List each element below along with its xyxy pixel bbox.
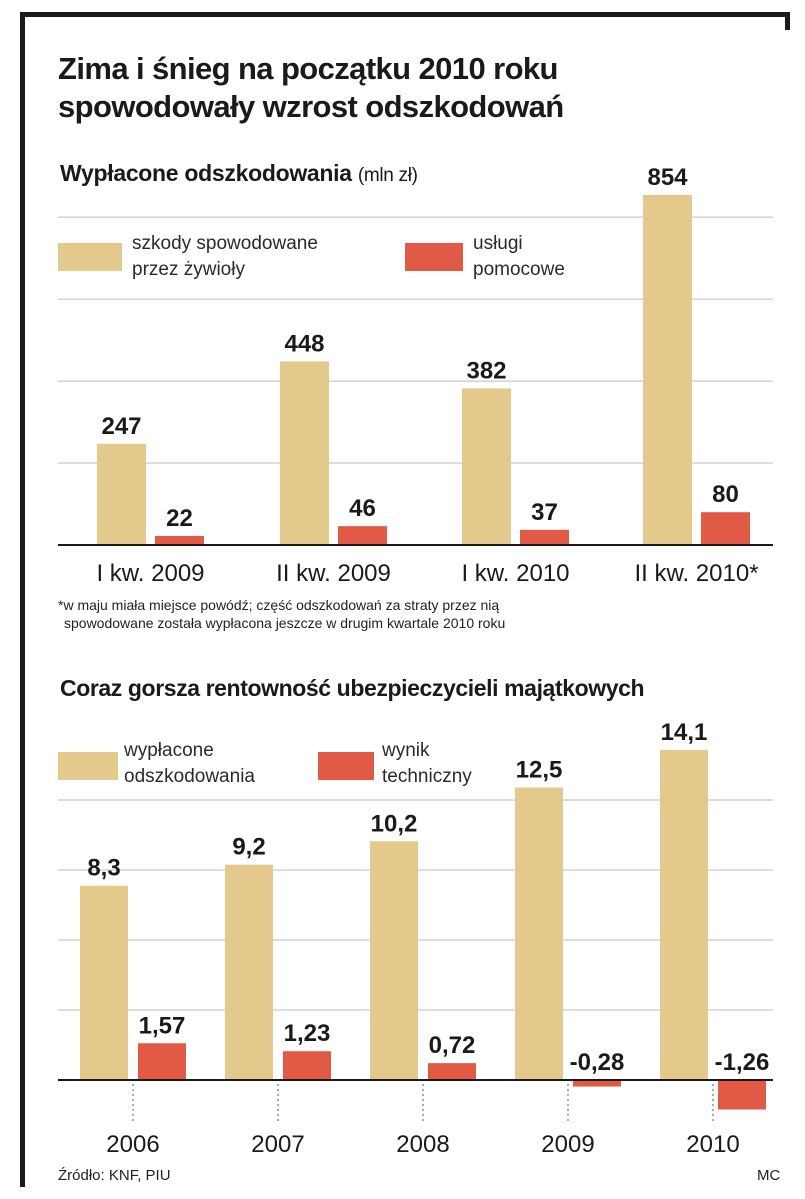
chart-claims-paid: 247 22 I kw. 2009 448 46 II kw. 2009 382 37 I kw…	[58, 164, 773, 587]
chart2-legend-swatch-technical	[318, 752, 374, 780]
chart1-bar-assistance	[701, 512, 750, 545]
chart1-bar-assistance	[155, 535, 204, 545]
chart1-bar-disasters	[280, 361, 329, 545]
chart2-legend-claims: wypłacone odszkodowania	[124, 738, 255, 790]
chart2-bar-claims	[660, 750, 708, 1080]
chart2-value-label-claims: 12,5	[516, 756, 563, 783]
page-title: Zima i śnieg na początku 2010 roku spowo…	[58, 51, 564, 124]
chart2-category-label: 2006	[106, 1131, 159, 1158]
chart2-legend-claims-line2: odszkodowania	[124, 766, 255, 787]
chart1-bar-disasters	[462, 388, 511, 545]
chart2-value-label-claims: 8,3	[87, 855, 120, 882]
chart1-category-label: II kw. 2010*	[634, 560, 758, 587]
chart2-legend-technical-line1: wynik	[382, 740, 430, 761]
chart1-category-label: I kw. 2009	[96, 560, 204, 587]
chart2-bar-claims	[225, 864, 273, 1080]
chart2-category-label: 2007	[251, 1131, 304, 1158]
chart2-bar-technical	[283, 1051, 331, 1080]
chart1-legend-swatch-disasters	[58, 243, 122, 271]
chart1-value-label-disasters: 854	[647, 164, 688, 191]
chart1-value-label-assistance: 46	[349, 495, 376, 522]
chart2-value-label-technical: -1,26	[715, 1049, 770, 1076]
chart2-bar-technical	[138, 1043, 186, 1080]
chart1-value-label-assistance: 37	[531, 499, 558, 526]
chart2-value-label-claims: 10,2	[371, 810, 418, 837]
chart1-footnote-line1: *w maju miała miejsce powódź; część odsz…	[58, 597, 500, 613]
chart2-bar-claims	[80, 885, 128, 1080]
chart1-subtitle-text: Wypłacone odszkodowania	[60, 160, 352, 186]
frame-corner-tick	[785, 12, 790, 30]
chart1-value-label-disasters: 448	[284, 330, 324, 357]
chart2-value-label-technical: 1,23	[284, 1020, 331, 1047]
chart2-value-label-claims: 9,2	[232, 834, 265, 861]
chart2-value-label-claims: 14,1	[661, 719, 708, 746]
source-credit: Źródło: KNF, PIU	[58, 1167, 171, 1184]
chart1-legend-swatch-assistance	[405, 243, 463, 271]
chart2-bar-technical	[573, 1080, 621, 1087]
chart2-bar-technical	[718, 1080, 766, 1110]
chart1-subtitle: Wypłacone odszkodowania (mln zł)	[60, 160, 418, 187]
chart2-legend-swatch-claims	[58, 752, 118, 780]
chart1-legend-disasters-line1: szkody spowodowane	[132, 233, 318, 254]
author-initials: MC	[757, 1167, 781, 1184]
frame-left-rule	[20, 12, 25, 1187]
chart2-bar-claims	[370, 841, 418, 1080]
chart1-footnote: *w maju miała miejsce powódź; część odsz…	[58, 596, 778, 632]
chart1-value-label-disasters: 247	[101, 413, 141, 440]
chart2-category-label: 2008	[396, 1131, 449, 1158]
chart1-legend-disasters-line2: przez żywioły	[132, 259, 245, 280]
chart2-value-label-technical: -0,28	[570, 1049, 625, 1076]
chart2-value-label-technical: 0,72	[429, 1032, 476, 1059]
chart1-legend-disasters: szkody spowodowane przez żywioły	[132, 231, 318, 283]
chart1-bar-assistance	[520, 529, 569, 545]
chart2-bar-technical	[428, 1063, 476, 1080]
chart2-legend-claims-line1: wypłacone	[124, 740, 214, 761]
chart2-value-label-technical: 1,57	[139, 1012, 186, 1039]
chart1-legend-assistance-line2: pomocowe	[473, 259, 565, 280]
chart1-value-label-assistance: 80	[712, 481, 739, 508]
chart2-legend-technical-line2: techniczny	[382, 766, 472, 787]
chart1-value-label-disasters: 382	[466, 357, 506, 384]
chart2-subtitle: Coraz gorsza rentowność ubezpieczycieli …	[60, 675, 645, 701]
chart1-bar-disasters	[643, 195, 692, 545]
chart1-bar-disasters	[97, 443, 146, 545]
chart1-legend-assistance: usługi pomocowe	[473, 231, 565, 283]
chart1-legend-assistance-line1: usługi	[473, 233, 523, 254]
chart2-category-label: 2010	[686, 1131, 739, 1158]
chart2-bar-claims	[515, 787, 563, 1080]
chart1-category-label: I kw. 2010	[461, 560, 569, 587]
chart1-value-label-assistance: 22	[166, 505, 193, 532]
chart1-category-label: II kw. 2009	[276, 560, 391, 587]
chart2-legend-technical: wynik techniczny	[382, 738, 472, 790]
chart1-footnote-line2: spowodowane została wypłacona jeszcze w …	[64, 615, 506, 631]
chart1-bar-assistance	[338, 526, 387, 545]
frame-top-rule	[20, 12, 790, 17]
chart2-category-label: 2009	[541, 1131, 594, 1158]
chart1-unit: (mln zł)	[357, 165, 418, 186]
